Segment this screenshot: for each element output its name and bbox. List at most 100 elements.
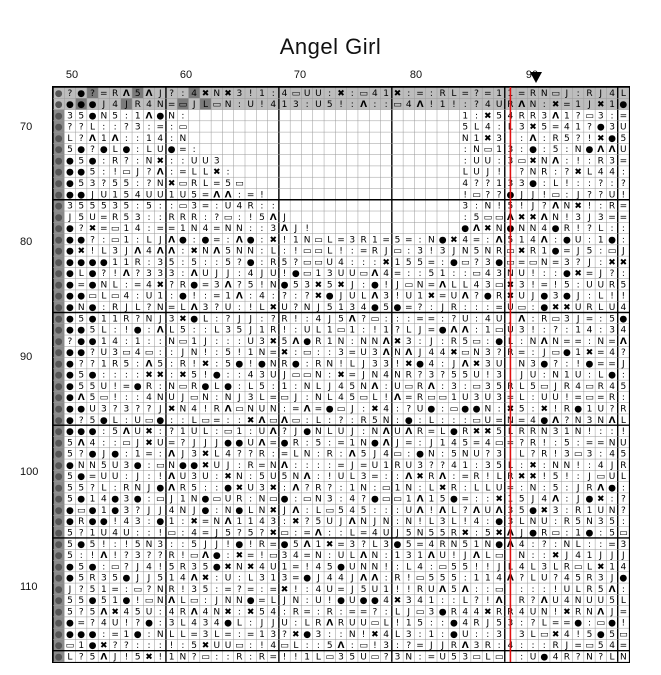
stitch-symbol: N — [394, 371, 401, 381]
stitch-symbol: ● — [77, 235, 85, 245]
stitch-symbol: R — [259, 540, 265, 550]
stitch-symbol: ! — [204, 404, 208, 414]
stitch-symbol: : — [385, 472, 388, 482]
stitch-symbol: U — [620, 123, 627, 133]
stitch-symbol: ● — [66, 224, 74, 234]
stitch-symbol: : — [306, 438, 309, 448]
stitch-symbol: = — [315, 404, 323, 414]
stitch-symbol: ✖ — [157, 156, 165, 166]
stitch-symbol: U — [586, 280, 593, 290]
stitch-symbol: L — [169, 326, 174, 336]
stitch-symbol: ? — [79, 653, 84, 662]
stitch-symbol: N — [270, 359, 277, 369]
stitch-symbol: ● — [450, 619, 458, 629]
stitch-symbol: : — [102, 427, 105, 437]
stitch-symbol: U — [180, 190, 187, 200]
stitch-symbol: ! — [204, 371, 208, 381]
stitch-symbol: 5 — [474, 247, 480, 257]
stitch-symbol: ● — [55, 461, 63, 471]
stitch-symbol: : — [588, 235, 591, 245]
stitch-symbol: ● — [66, 168, 74, 178]
stitch-symbol: ✖ — [247, 607, 255, 617]
stitch-symbol: ● — [89, 337, 97, 347]
stitch-symbol: ! — [373, 641, 377, 651]
stitch-symbol: 1 — [338, 303, 344, 313]
stitch-symbol: 5 — [462, 438, 468, 448]
stitch-symbol: 5 — [248, 280, 254, 290]
stitch-symbol: : — [227, 168, 230, 178]
stitch-symbol: ● — [66, 280, 74, 290]
stitch-symbol: J — [485, 619, 489, 629]
stitch-symbol: ✖ — [111, 607, 119, 617]
stitch-symbol: ● — [540, 303, 548, 313]
stitch-symbol: 5 — [609, 529, 615, 539]
stitch-symbol: R — [552, 134, 558, 144]
stitch-symbol: J — [565, 641, 569, 651]
stitch-symbol: Λ — [552, 111, 559, 121]
stitch-symbol: = — [473, 235, 481, 245]
stitch-symbol: : — [125, 393, 128, 403]
stitch-symbol: U — [541, 574, 548, 584]
stitch-symbol: ● — [89, 450, 97, 460]
stitch-symbol: ● — [563, 269, 571, 279]
stitch-symbol: = — [213, 235, 221, 245]
stitch-symbol: 4 — [135, 224, 141, 234]
stitch-symbol: 3 — [338, 348, 344, 358]
stitch-symbol: = — [269, 585, 277, 595]
stitch-symbol: R — [462, 427, 468, 437]
stitch-symbol: R — [451, 641, 457, 651]
stitch-symbol: : — [215, 348, 218, 358]
stitch-symbol: ● — [55, 416, 63, 426]
stitch-symbol: = — [269, 348, 277, 358]
stitch-symbol: U — [326, 585, 333, 595]
stitch-symbol: 5 — [112, 574, 118, 584]
stitch-symbol: 5 — [620, 134, 626, 144]
stitch-symbol: ● — [529, 529, 537, 539]
stitch-symbol: : — [136, 156, 139, 166]
stitch-symbol: 3 — [349, 303, 355, 313]
stitch-symbol: U — [552, 393, 559, 403]
stitch-symbol: ● — [371, 495, 379, 505]
stitch-symbol: Λ — [304, 540, 311, 550]
stitch-symbol: 4 — [519, 540, 525, 550]
stitch-symbol: U — [247, 483, 254, 493]
stitch-symbol: 3 — [169, 269, 175, 279]
stitch-symbol: 5 — [259, 607, 265, 617]
stitch-symbol: ● — [89, 269, 97, 279]
stitch-symbol: L — [214, 326, 219, 336]
stitch-symbol: 3 — [259, 574, 265, 584]
stitch-symbol: : — [125, 111, 128, 121]
stitch-symbol: 3 — [259, 337, 265, 347]
stitch-symbol: 1 — [575, 326, 581, 336]
stitch-symbol: J — [293, 224, 297, 234]
stitch-symbol: = — [111, 585, 119, 595]
stitch-symbol: : — [351, 100, 354, 110]
stitch-symbol: 4 — [462, 179, 468, 189]
stitch-symbol: ! — [497, 168, 501, 178]
stitch-symbol: : — [249, 495, 252, 505]
stitch-symbol: : — [80, 551, 83, 561]
stitch-symbol: 5 — [530, 382, 536, 392]
stitch-symbol: L — [350, 551, 355, 561]
stitch-symbol: : — [159, 641, 162, 651]
stitch-symbol: ? — [101, 269, 106, 279]
y-axis-label-110: 110 — [20, 581, 38, 593]
stitch-symbol: ▭ — [585, 111, 594, 121]
stitch-symbol: : — [419, 438, 422, 448]
stitch-symbol: ✖ — [563, 303, 571, 313]
stitch-symbol: ● — [77, 540, 85, 550]
stitch-symbol: 4 — [191, 89, 197, 99]
stitch-symbol: J — [124, 247, 128, 257]
stitch-symbol: : — [396, 517, 399, 527]
stitch-symbol: 5 — [609, 314, 615, 324]
stitch-symbol: : — [238, 630, 241, 640]
stitch-symbol: 4 — [519, 562, 525, 572]
stitch-symbol: Λ — [134, 247, 141, 257]
stitch-symbol: R — [519, 427, 525, 437]
stitch-symbol: = — [586, 314, 594, 324]
stitch-symbol: ! — [136, 596, 140, 606]
stitch-symbol: : — [531, 641, 534, 651]
stitch-symbol: : — [294, 619, 297, 629]
stitch-symbol: ● — [156, 517, 164, 527]
stitch-symbol: 3 — [135, 123, 141, 133]
